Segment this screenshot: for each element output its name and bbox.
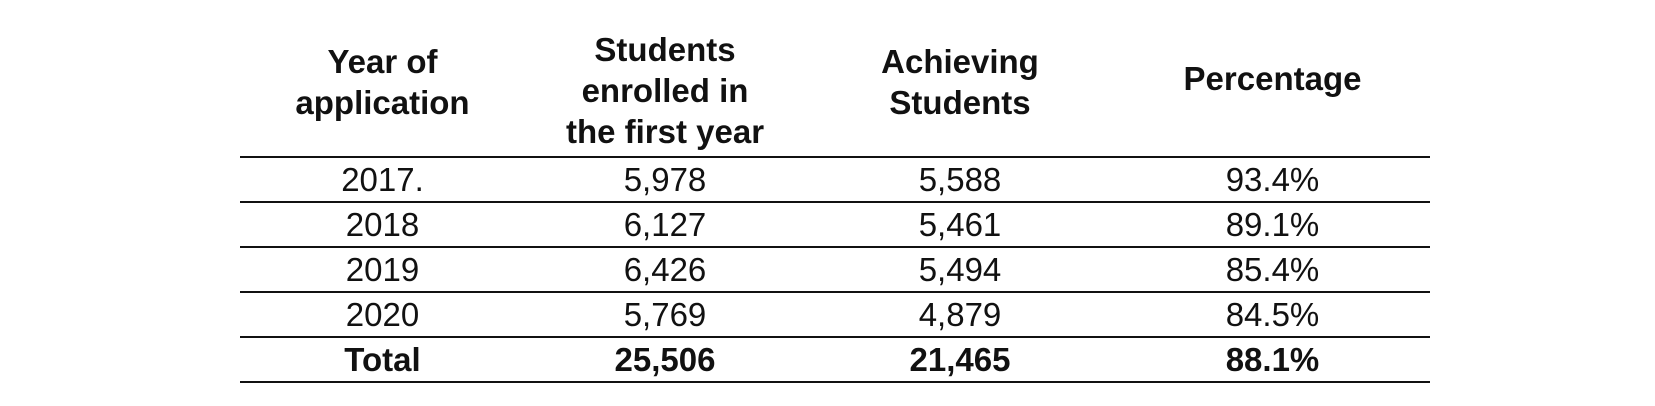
header-year-of-application: Year of application [240,0,525,158]
cell-enrolled: 5,978 [525,157,805,203]
results-table-container: Year of application Students enrolled in… [240,0,1430,383]
header-text: Students [889,84,1031,121]
cell-year: 2020 [240,292,525,338]
table-body: 2017. 5,978 5,588 93.4% 2018 6,127 5,461… [240,157,1430,383]
table-row: 2017. 5,978 5,588 93.4% [240,157,1430,203]
cell-year: 2019 [240,247,525,293]
cell-enrolled: 6,127 [525,202,805,248]
header-text: the first year [565,113,765,150]
cell-enrolled: 5,769 [525,292,805,338]
cell-percentage: 93.4% [1115,157,1430,203]
header-text: Year of [327,43,438,80]
cell-percentage: 85.4% [1115,247,1430,293]
header-row: Year of application Students enrolled in… [240,0,1430,158]
cell-achieving: 4,879 [805,292,1115,338]
cell-percentage: 89.1% [1115,202,1430,248]
header-percentage: Percentage [1115,0,1430,158]
cell-enrolled: 6,426 [525,247,805,293]
table-row: 2019 6,426 5,494 85.4% [240,247,1430,293]
cell-total-percentage: 88.1% [1115,337,1430,383]
table-header: Year of application Students enrolled in… [240,0,1430,158]
header-text: Percentage [1183,59,1362,97]
cell-achieving: 5,461 [805,202,1115,248]
cell-year: 2017. [240,157,525,203]
header-students-enrolled: Students enrolled in the first year [525,0,805,158]
cell-year: 2018 [240,202,525,248]
total-row: Total 25,506 21,465 88.1% [240,337,1430,383]
cell-total-label: Total [240,337,525,383]
header-achieving-students: Achieving Students [805,0,1115,158]
cell-achieving: 5,588 [805,157,1115,203]
header-text: Students [594,31,736,68]
results-table: Year of application Students enrolled in… [240,0,1430,383]
table-row: 2018 6,127 5,461 89.1% [240,202,1430,248]
header-text: Achieving [881,43,1039,80]
header-text: application [295,84,470,121]
cell-percentage: 84.5% [1115,292,1430,338]
cell-total-enrolled: 25,506 [525,337,805,383]
table-row: 2020 5,769 4,879 84.5% [240,292,1430,338]
header-text: enrolled in [581,72,749,109]
cell-achieving: 5,494 [805,247,1115,293]
cell-total-achieving: 21,465 [805,337,1115,383]
